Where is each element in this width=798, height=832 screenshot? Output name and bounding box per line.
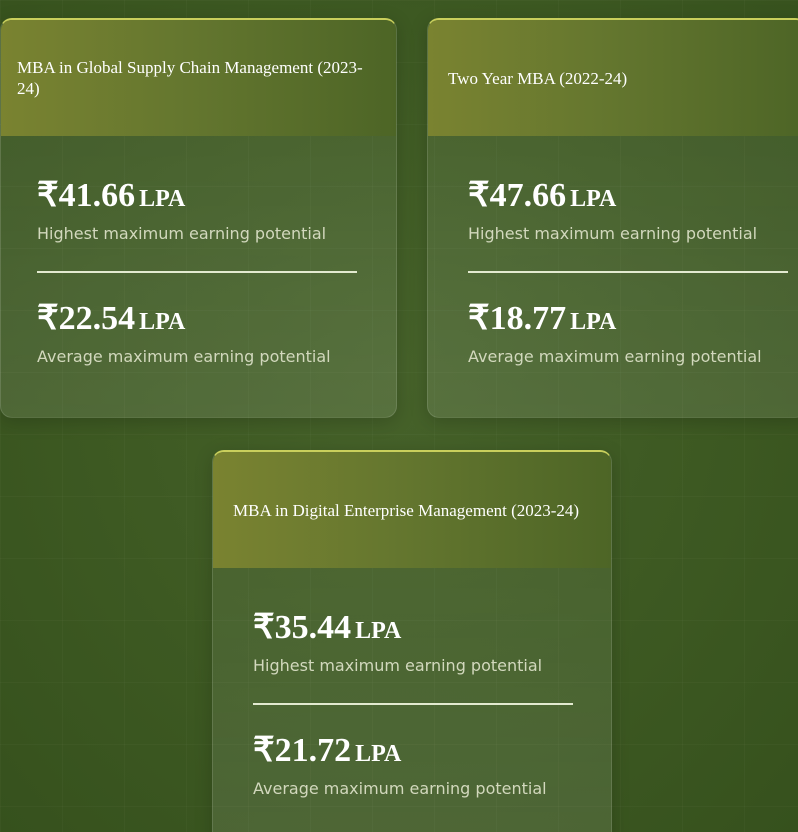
stat-label: Highest maximum earning potential	[253, 656, 543, 675]
stat-label: Average maximum earning potential	[37, 347, 331, 366]
stat-label: Average maximum earning potential	[253, 779, 547, 798]
stat-value: ₹18.77 LPA	[468, 299, 798, 342]
card-body: ₹47.66 LPA Highest maximum earning potent…	[428, 136, 798, 368]
card-title: MBA in Global Supply Chain Management (2…	[17, 58, 363, 98]
highest-stat: ₹41.66 LPA Highest maximum earning potent…	[37, 176, 396, 245]
stat-unit: LPA	[570, 309, 617, 335]
stat-amount: ₹35.44	[253, 609, 352, 646]
card-title: Two Year MBA (2022-24)	[448, 68, 628, 88]
divider	[468, 271, 788, 273]
stat-value: ₹21.72 LPA	[253, 731, 611, 774]
divider	[253, 703, 573, 705]
stat-unit: LPA	[355, 741, 402, 767]
stat-amount: ₹47.66	[468, 177, 567, 214]
stat-value: ₹41.66 LPA	[37, 176, 396, 219]
stat-unit: LPA	[139, 186, 186, 212]
divider	[37, 271, 357, 273]
stat-unit: LPA	[570, 186, 617, 212]
stat-value: ₹35.44 LPA	[253, 608, 611, 651]
stat-amount: ₹41.66	[37, 177, 136, 214]
stat-value: ₹47.66 LPA	[468, 176, 798, 219]
stat-unit: LPA	[139, 309, 186, 335]
stat-label: Highest maximum earning potential	[37, 224, 327, 243]
card-body: ₹35.44 LPA Highest maximum earning potent…	[213, 568, 611, 800]
card-header: Two Year MBA (2022-24)	[428, 20, 798, 136]
highest-stat: ₹35.44 LPA Highest maximum earning potent…	[253, 608, 611, 677]
average-stat: ₹21.72 LPA Average maximum earning potent…	[253, 731, 611, 800]
stat-amount: ₹22.54	[37, 300, 136, 337]
stat-label: Highest maximum earning potential	[468, 224, 758, 243]
stat-amount: ₹18.77	[468, 300, 567, 337]
stat-label: Average maximum earning potential	[468, 347, 762, 366]
average-stat: ₹18.77 LPA Average maximum earning potent…	[468, 299, 798, 368]
card-header: MBA in Digital Enterprise Management (20…	[213, 452, 611, 568]
placement-card-global-supply-chain: MBA in Global Supply Chain Management (2…	[0, 18, 397, 418]
card-header: MBA in Global Supply Chain Management (2…	[1, 20, 396, 136]
card-body: ₹41.66 LPA Highest maximum earning potent…	[1, 136, 396, 368]
stat-amount: ₹21.72	[253, 732, 352, 769]
stat-unit: LPA	[355, 618, 402, 644]
average-stat: ₹22.54 LPA Average maximum earning potent…	[37, 299, 396, 368]
stat-value: ₹22.54 LPA	[37, 299, 396, 342]
placement-card-two-year-mba: Two Year MBA (2022-24) ₹47.66 LPA Highest…	[427, 18, 798, 418]
card-title: MBA in Digital Enterprise Management (20…	[233, 500, 580, 520]
placement-card-digital-enterprise: MBA in Digital Enterprise Management (20…	[212, 450, 612, 832]
highest-stat: ₹47.66 LPA Highest maximum earning potent…	[468, 176, 798, 245]
